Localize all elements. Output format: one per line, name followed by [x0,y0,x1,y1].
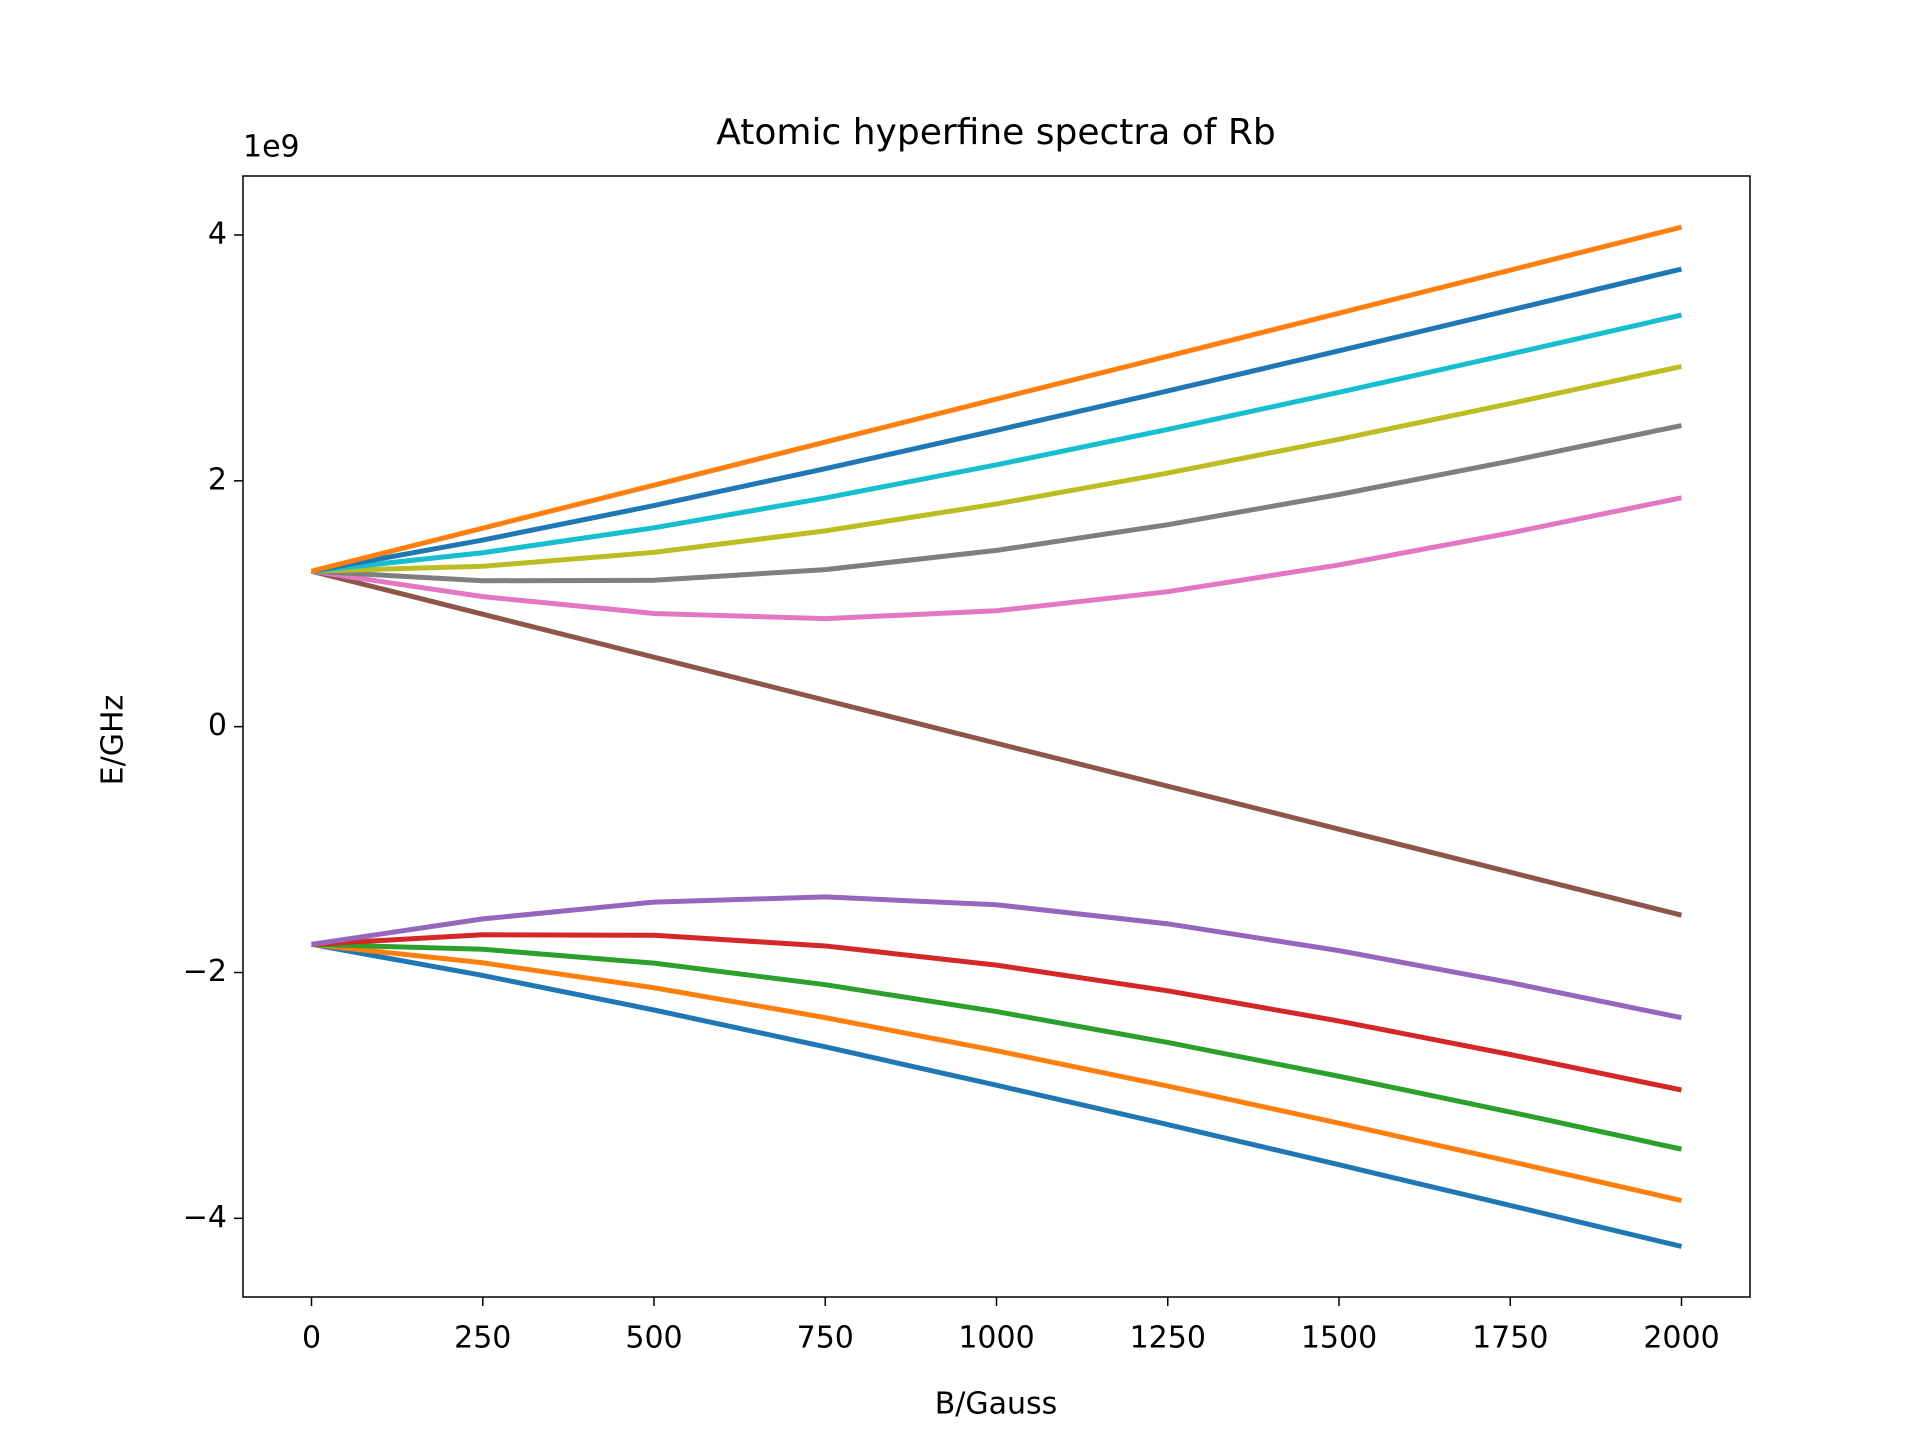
y-axis-label: E/GHz [96,695,131,786]
series-line [310,568,1683,918]
x-tick-label: 250 [454,1321,511,1356]
x-tick-label: 2000 [1643,1321,1719,1356]
series-line [311,941,1683,1152]
series-line [311,495,1683,622]
x-tick-label: 1250 [1130,1321,1206,1356]
series-line [311,266,1683,574]
x-tick-label: 1750 [1472,1321,1548,1356]
x-tick-label: 500 [625,1321,682,1356]
x-tick-label: 750 [797,1321,854,1356]
series-line [311,363,1683,574]
chart-title: Atomic hyperfine spectra of Rb [716,112,1275,153]
x-tick-label: 1500 [1301,1321,1377,1356]
y-tick-label: 0 [208,708,227,743]
x-tick-label: 1000 [958,1321,1034,1356]
series-line [311,932,1683,1093]
x-axis-label: B/Gauss [935,1387,1058,1422]
y-offset-label: 1e9 [243,130,300,165]
series-line [311,941,1683,1203]
x-tick-label: 0 [302,1321,321,1356]
series-line [311,423,1683,584]
series-line [311,312,1683,574]
series-line [311,941,1683,1249]
y-tick-label: −2 [183,954,227,989]
series-line [311,894,1683,1021]
y-tick-label: 2 [208,462,227,497]
plot-frame [242,175,1751,1298]
y-tick-label: −4 [183,1200,227,1235]
y-tick-label: 4 [208,217,227,252]
series-line [310,224,1683,574]
